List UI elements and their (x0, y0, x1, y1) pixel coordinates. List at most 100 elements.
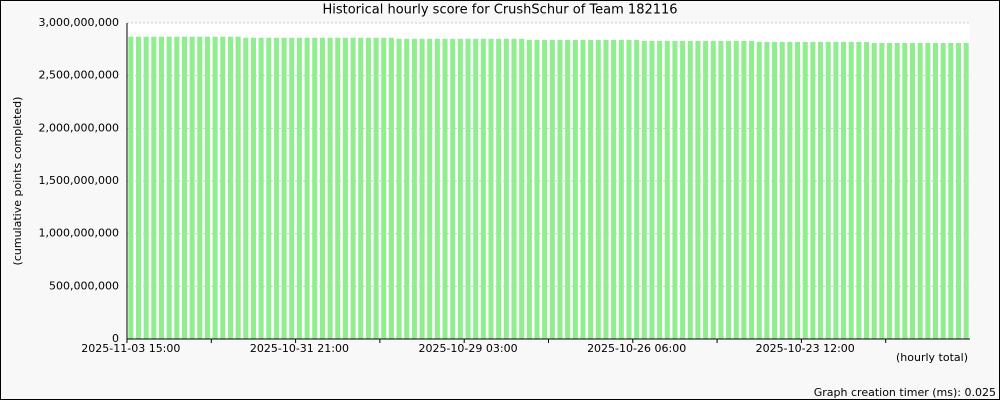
y-axis-label: (cumulative points completed) (11, 97, 24, 266)
bar (411, 38, 417, 340)
x-axis-label: (hourly total) (896, 351, 968, 364)
bar (718, 40, 724, 339)
bar (404, 38, 410, 340)
bar (350, 37, 356, 339)
bar (879, 43, 885, 339)
bar (864, 41, 870, 340)
x-tick-label: 2025-10-26 06:00 (587, 342, 686, 355)
bar (549, 39, 555, 339)
bar (733, 40, 739, 339)
bar (434, 38, 440, 340)
bar (304, 37, 310, 339)
bar (273, 37, 279, 339)
bar (818, 41, 824, 340)
bar (373, 37, 379, 339)
bar (580, 39, 586, 339)
bar (296, 37, 302, 339)
y-tick-label: 1,000,000,000 (39, 227, 119, 240)
bar (703, 40, 709, 339)
bar (166, 36, 172, 340)
bar (281, 37, 287, 339)
bar (603, 39, 609, 339)
bar (833, 41, 839, 340)
bar (158, 36, 165, 340)
bar (902, 43, 908, 339)
bar (802, 41, 808, 340)
bar (795, 41, 801, 340)
bar (963, 43, 969, 339)
bar (135, 36, 142, 340)
bar (396, 38, 402, 340)
bar (588, 39, 594, 339)
bar (220, 36, 226, 340)
bar (534, 39, 540, 339)
bar (749, 40, 755, 339)
bar (181, 36, 188, 340)
bar (925, 43, 931, 339)
bar (955, 43, 962, 339)
bar (595, 39, 601, 339)
bar (457, 38, 463, 340)
bar (909, 43, 916, 339)
bar (756, 41, 762, 340)
bar (128, 36, 134, 340)
bar (572, 39, 578, 339)
bar (557, 39, 563, 339)
bar (174, 36, 180, 340)
y-tick-label: 2,500,000,000 (39, 69, 119, 82)
chart-title: Historical hourly score for CrushSchur o… (322, 3, 677, 18)
bar (542, 39, 548, 339)
bar (473, 38, 479, 340)
bar (381, 37, 387, 339)
y-tick-label: 2,000,000,000 (39, 121, 119, 134)
bar (189, 36, 195, 340)
bar (488, 38, 494, 340)
bar (841, 41, 847, 340)
bar (250, 37, 256, 339)
bar (772, 41, 778, 340)
bar (335, 37, 341, 339)
bar (235, 36, 241, 340)
bar (312, 37, 318, 339)
bar (519, 38, 525, 340)
bar (503, 38, 509, 340)
bar (450, 38, 456, 340)
y-tick-label: 1,500,000,000 (39, 174, 119, 187)
bar (442, 38, 448, 340)
y-tick-label: 3,000,000,000 (39, 16, 119, 29)
bar (212, 36, 218, 340)
bar (626, 39, 632, 339)
bar (342, 37, 348, 339)
bar (419, 38, 425, 340)
bar (258, 37, 264, 339)
footer: Graph creation timer (ms): 0.025 (814, 386, 996, 399)
bar (657, 40, 663, 339)
bar (856, 41, 862, 340)
y-tick-label: 0 (112, 332, 119, 345)
bar (327, 37, 333, 339)
bar (825, 41, 831, 340)
bar (151, 36, 157, 340)
bar (695, 40, 701, 339)
bar (565, 39, 571, 339)
bar (948, 43, 954, 339)
bar (480, 38, 486, 340)
bar (634, 39, 640, 339)
bar (319, 37, 325, 339)
bar (526, 39, 532, 339)
bar (687, 40, 693, 339)
bar (618, 39, 624, 339)
x-tick-label: 2025-10-23 12:00 (756, 342, 855, 355)
bar (365, 37, 371, 339)
bar (932, 43, 939, 339)
bar (289, 37, 295, 339)
bar (764, 41, 770, 340)
bar (204, 36, 210, 340)
bar (894, 43, 900, 339)
bar (664, 40, 670, 339)
bar (779, 41, 785, 340)
bar (887, 43, 893, 339)
bar (649, 40, 655, 339)
bar (227, 36, 233, 340)
